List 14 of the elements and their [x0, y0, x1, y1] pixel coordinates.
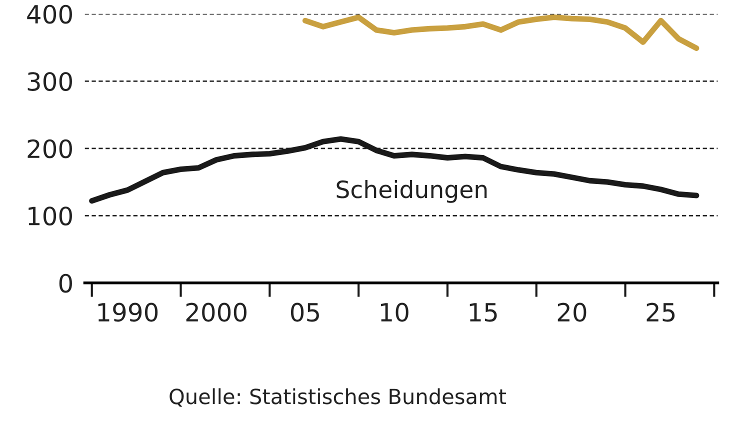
- series-label: Scheidungen: [336, 180, 487, 203]
- x-tick-label: 05: [290, 302, 319, 322]
- y-tick-label: 100: [28, 206, 72, 226]
- x-tick-label: 15: [470, 303, 497, 322]
- x-tick-label: 10: [380, 302, 408, 322]
- source-note: Quelle: Statistisches Bundesamt: [170, 388, 506, 407]
- y-tick-label: 300: [28, 72, 72, 91]
- x-tick-label: 2000: [186, 302, 246, 322]
- y-tick-label: 0: [59, 274, 72, 293]
- y-tick-label: 400: [27, 4, 72, 24]
- x-tick-label: 20: [558, 302, 586, 322]
- x-tick-label: 1990: [98, 302, 158, 322]
- y-tick-label: 200: [28, 139, 72, 158]
- x-tick-label: 25: [646, 302, 675, 322]
